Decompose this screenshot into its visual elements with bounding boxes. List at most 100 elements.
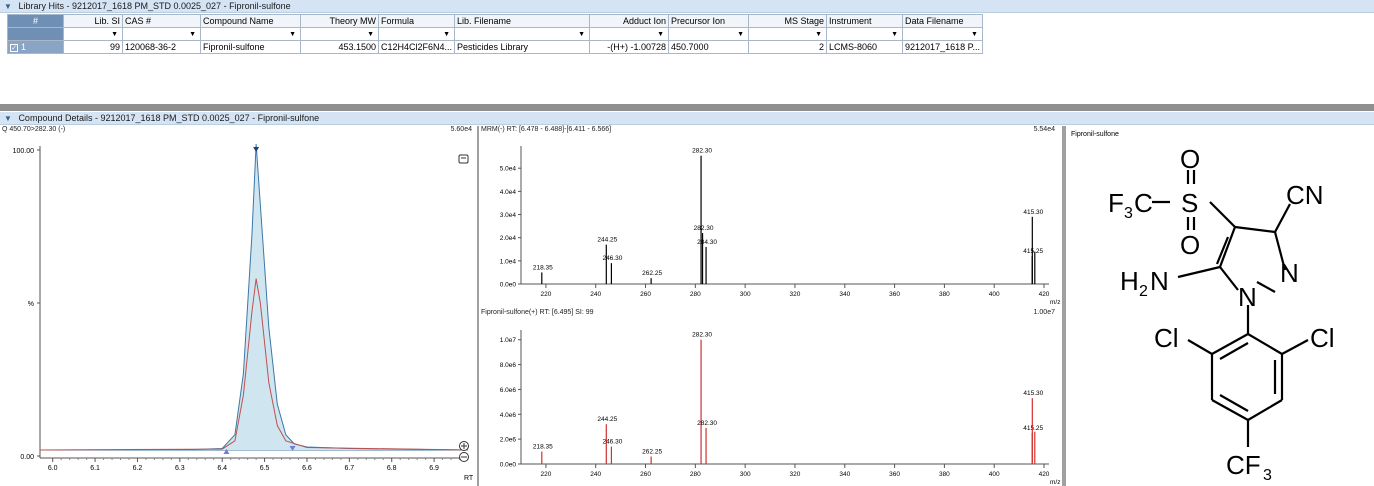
column-filter-dropdown[interactable]: ▼ (748, 27, 828, 41)
peak-label: 282.30 (694, 225, 714, 232)
vertical-divider (477, 126, 479, 486)
x-tick-label: 6.2 (133, 465, 143, 472)
column-header[interactable]: Compound Name (200, 14, 301, 28)
table-row[interactable]: ✓ 1 99 120068-36-2 Fipronil-sulfone 453.1500 C… (7, 40, 983, 54)
x-tick-label: 260 (640, 291, 651, 298)
panel-splitter[interactable] (0, 104, 1374, 111)
column-header[interactable]: Precursor Ion (668, 14, 750, 28)
x-tick-label: 400 (989, 471, 1000, 478)
collapse-icon[interactable]: ▼ (4, 114, 12, 123)
cell-lib-filename[interactable]: Pesticides Library (454, 40, 591, 54)
peak-label: 244.25 (597, 237, 617, 244)
column-filter-dropdown[interactable]: ▼ (668, 27, 750, 41)
x-tick-label: 300 (740, 471, 751, 478)
y-tick-label: 0.0e0 (500, 462, 517, 469)
y-tick-label: 6.0e6 (500, 387, 517, 394)
cell-ms-stage[interactable]: 2 (748, 40, 828, 54)
library-hits-table: # Lib. SI CAS # Compound Name Theory MW Formu… (7, 14, 983, 54)
peak-start-marker[interactable] (223, 449, 230, 454)
peak-top-marker[interactable] (253, 147, 260, 152)
cell-precursor-ion[interactable]: 450.7000 (668, 40, 750, 54)
column-header[interactable]: Formula (377, 14, 456, 28)
cell-adduct-ion[interactable]: -(H+) -1.00728 (589, 40, 670, 54)
peak-label: 282.30 (692, 332, 712, 339)
atom-h-subscript: 2 (1139, 283, 1148, 300)
x-axis-label: m/z (1050, 299, 1060, 306)
compound-details-title: Compound Details - 9212017_1618 PM_STD 0… (18, 113, 320, 123)
cell-lib-si[interactable]: 99 (63, 40, 123, 54)
column-filter-dropdown[interactable]: ▼ (300, 27, 379, 41)
x-tick-label: 6.7 (344, 465, 354, 472)
zoom-out-icon[interactable] (459, 452, 469, 462)
column-header[interactable]: Instrument (826, 14, 904, 28)
checkbox-checked-icon[interactable]: ✓ (10, 43, 18, 52)
column-header[interactable]: Theory MW (300, 14, 379, 28)
column-filter-dropdown[interactable]: ▼ (63, 27, 123, 41)
column-filter-dropdown[interactable]: ▼ (589, 27, 670, 41)
peak-end-marker[interactable] (289, 446, 296, 451)
zoom-in-icon[interactable] (459, 441, 469, 451)
column-header[interactable]: # (7, 14, 64, 28)
column-header[interactable]: Adduct Ion (589, 14, 670, 28)
atom-h: H (1120, 266, 1139, 296)
peak-label: 246.30 (602, 439, 622, 446)
atom-o-bottom: O (1180, 230, 1200, 260)
column-header[interactable]: CAS # (122, 14, 201, 28)
measured-spectrum-plot[interactable]: 0.0e0 1.0e4 2.0e4 3.0e4 4.0e4 5.0e4 220 240 260 2… (479, 126, 1061, 306)
cell-data-filename[interactable]: 9212017_1618 P... (902, 40, 983, 54)
peak-label: 282.30 (692, 148, 712, 155)
measured-spectrum-label: MRM(-) RT: [6.478 - 6.488]-[6.411 - 6.56… (481, 126, 612, 133)
x-axis-label: RT (464, 475, 474, 482)
x-tick-label: 6.4 (217, 465, 227, 472)
table-header-row: # Lib. SI CAS # Compound Name Theory MW Formu… (7, 14, 983, 28)
cell-formula[interactable]: C12H4Cl2F6N4... (377, 40, 456, 54)
atom-n-ring2: N (1280, 258, 1299, 288)
y-tick-label: 4.0e4 (500, 189, 517, 196)
column-filter-dropdown[interactable]: ▼ (902, 27, 983, 41)
y-tick-label: 0.0e0 (500, 282, 517, 289)
collapse-icon[interactable]: ▼ (4, 2, 12, 11)
x-tick-label: 6.5 (260, 465, 270, 472)
filter-row-head (7, 27, 64, 41)
x-tick-label: 240 (590, 291, 601, 298)
column-header[interactable]: Lib. Filename (454, 14, 591, 28)
cell-cas[interactable]: 120068-36-2 (122, 40, 201, 54)
atom-n-amine: N (1150, 266, 1169, 296)
cell-theory-mw[interactable]: 453.1500 (300, 40, 379, 54)
column-filter-dropdown[interactable]: ▼ (122, 27, 201, 41)
column-filter-dropdown[interactable]: ▼ (826, 27, 904, 41)
structure-title: Fipronil-sulfone (1071, 131, 1119, 138)
x-tick-label: 6.0 (48, 465, 58, 472)
column-header[interactable]: Data Filename (902, 14, 983, 28)
y-tick-label: 100.00 (13, 148, 35, 155)
chromatogram-panel[interactable]: Q 450.70>282.30 (-) 5.60e4 100.00% 0.00 6.… (0, 126, 476, 486)
column-header[interactable]: Lib. SI (63, 14, 123, 28)
library-spectrum-plot[interactable]: 0.0e0 2.0e6 4.0e6 6.0e6 8.0e6 1.0e7 220 240 260 2… (479, 306, 1061, 486)
x-tick-label: 360 (889, 471, 900, 478)
column-filter-dropdown[interactable]: ▼ (377, 27, 456, 41)
atom-cl-left: Cl (1154, 323, 1179, 353)
x-tick-label: 6.9 (429, 465, 439, 472)
compound-details-header[interactable]: ▼ Compound Details - 9212017_1618 PM_STD… (0, 112, 1374, 125)
cell-instrument[interactable]: LCMS-8060 (826, 40, 904, 54)
row-select-cell[interactable]: ✓ 1 (7, 40, 64, 54)
chromatogram-plot[interactable]: 100.00% 0.00 6.0 6.1 6.2 6.3 6.4 6.5 6.6 6.7 6.8 6.… (0, 126, 476, 486)
peak-label: 284.30 (697, 239, 717, 246)
cell-compound-name[interactable]: Fipronil-sulfone (200, 40, 301, 54)
maximize-icon[interactable] (458, 154, 469, 164)
atom-cl-right: Cl (1310, 323, 1335, 353)
vertical-divider (1062, 126, 1066, 486)
column-filter-dropdown[interactable]: ▼ (200, 27, 301, 41)
table-filter-row: ▼ ▼ ▼ ▼ ▼ ▼ ▼ ▼ ▼ ▼ ▼ (7, 27, 983, 41)
peak-label: 415.30 (1023, 390, 1043, 397)
column-header[interactable]: MS Stage (748, 14, 828, 28)
atom-f: F (1108, 188, 1124, 218)
measured-spectrum-max-label: 5.54e4 (1033, 126, 1055, 133)
library-hits-header[interactable]: ▼ Library Hits - 9212017_1618 PM_STD 0.0… (0, 0, 1374, 13)
y-tick-label: 3.0e4 (500, 212, 517, 219)
x-tick-label: 420 (1039, 471, 1050, 478)
x-tick-label: 280 (690, 291, 701, 298)
library-spectrum-panel[interactable]: Fipronil-sulfone(+) RT: [6.495] SI: 99 1… (479, 306, 1061, 486)
measured-spectrum-panel[interactable]: MRM(-) RT: [6.478 - 6.488]-[6.411 - 6.56… (479, 126, 1061, 306)
column-filter-dropdown[interactable]: ▼ (454, 27, 591, 41)
